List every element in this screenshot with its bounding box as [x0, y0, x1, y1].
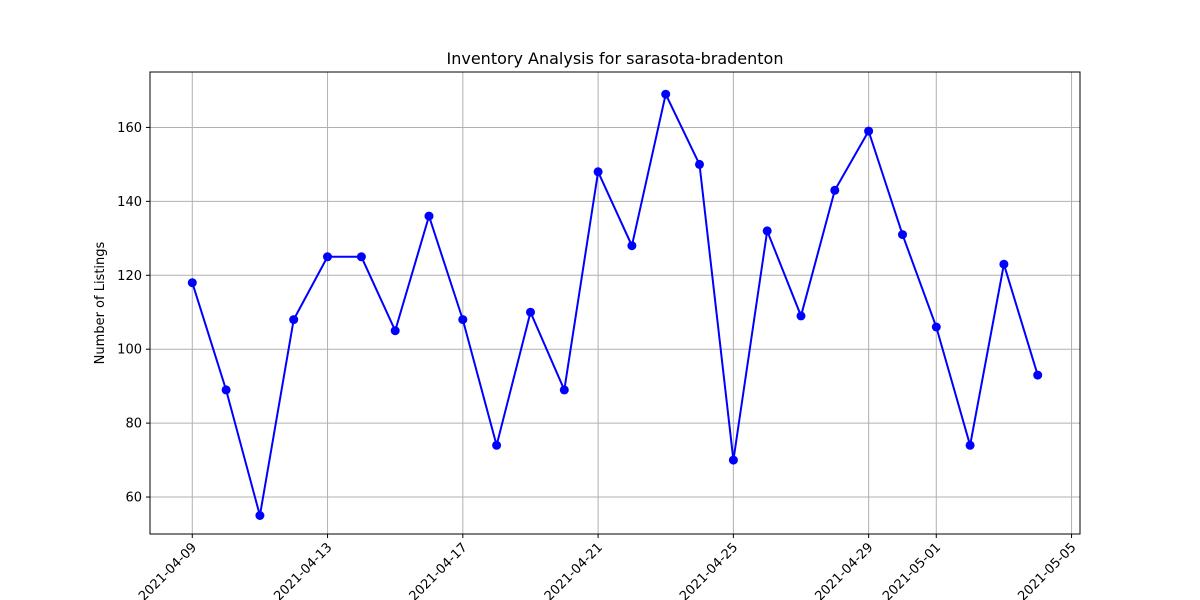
y-tick-label: 160 [117, 121, 142, 136]
y-tick-label: 100 [117, 343, 142, 358]
data-point [593, 167, 603, 177]
y-axis-ticks: 60 80 100 120 140 160 [117, 121, 150, 506]
x-tick-label: 2021-05-05 [1015, 540, 1079, 600]
data-point [695, 159, 704, 169]
data-point [898, 230, 907, 240]
chart-title: Inventory Analysis for sarasota-bradento… [447, 49, 784, 68]
data-point [830, 185, 840, 195]
data-point [289, 315, 299, 325]
plot-frame [149, 71, 1081, 535]
x-tick-label: 2021-04-13 [271, 540, 335, 600]
data-point [458, 315, 468, 325]
data-point [762, 226, 772, 236]
y-tick-label: 80 [125, 417, 142, 432]
x-tick-label: 2021-04-09 [136, 540, 200, 600]
data-point [492, 440, 502, 450]
data-point [661, 89, 671, 99]
data-point [390, 326, 400, 336]
data-point [526, 307, 535, 317]
series-line [191, 91, 1039, 516]
data-point [796, 311, 806, 321]
y-axis-label: Number of Listings [93, 241, 108, 364]
x-tick-label: 2021-04-17 [407, 540, 471, 600]
data-point [965, 440, 975, 450]
x-tick-label: 2021-05-01 [880, 540, 944, 600]
x-axis-ticks: 2021-04-09 2021-04-13 2021-04-17 2021-04-21… [136, 534, 1079, 600]
y-tick-label: 140 [117, 195, 142, 210]
y-tick-label: 120 [117, 269, 142, 284]
x-tick-label: 2021-04-29 [812, 540, 876, 600]
data-point [728, 455, 738, 465]
data-point [323, 252, 332, 262]
x-tick-label: 2021-04-21 [542, 540, 606, 600]
data-point [627, 241, 637, 251]
series-markers [187, 89, 1043, 520]
data-point [187, 278, 197, 288]
data-point [424, 211, 434, 221]
grid-lines [150, 72, 1080, 534]
data-point [356, 252, 366, 262]
y-tick-label: 60 [125, 491, 142, 506]
x-tick-label: 2021-04-25 [677, 540, 741, 600]
data-point [999, 259, 1009, 269]
data-point [559, 385, 569, 395]
data-point [1033, 370, 1043, 380]
data-point [221, 385, 231, 395]
data-point [255, 511, 265, 520]
data-point [864, 126, 874, 136]
data-point [931, 322, 941, 332]
